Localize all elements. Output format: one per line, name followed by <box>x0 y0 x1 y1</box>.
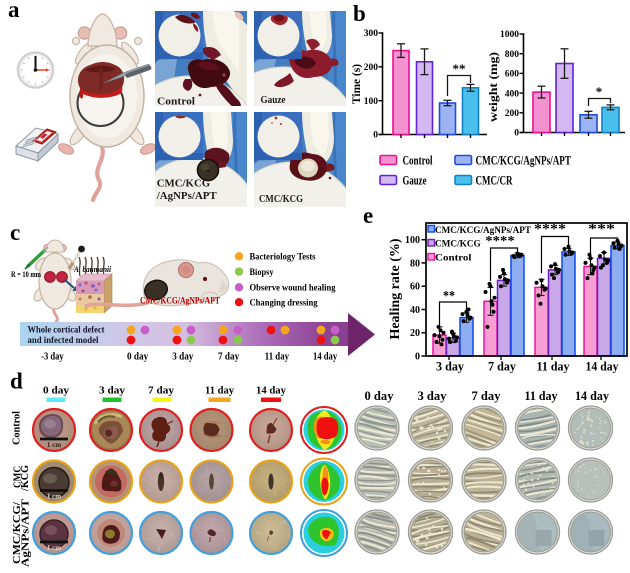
svg-text:Biopsy: Biopsy <box>250 268 274 278</box>
svg-text:Control: Control <box>157 96 195 108</box>
svg-text:Bacteriology Tests: Bacteriology Tests <box>250 253 316 263</box>
svg-text:weight (mg): weight (mg) <box>486 52 500 122</box>
svg-text:7 day: 7 day <box>472 389 502 403</box>
svg-text:0: 0 <box>373 131 378 141</box>
svg-text:3 day: 3 day <box>418 389 448 403</box>
svg-text:14 day: 14 day <box>313 352 337 363</box>
svg-text:Healing rate (%): Healing rate (%) <box>388 238 403 339</box>
svg-text:and infected model: and infected model <box>28 336 99 346</box>
svg-text:3 day: 3 day <box>99 385 126 397</box>
svg-text:0 day: 0 day <box>43 385 70 397</box>
svg-text:CMC/KCG/AgNPs/APT: CMC/KCG/AgNPs/APT <box>435 225 531 236</box>
svg-text:600: 600 <box>505 70 520 80</box>
svg-text:e: e <box>363 203 373 228</box>
svg-text:7 day: 7 day <box>488 360 517 374</box>
svg-text:CMC/KCG/: CMC/KCG/ <box>11 501 23 564</box>
svg-text:60: 60 <box>410 282 420 293</box>
svg-text:b: b <box>353 1 366 26</box>
svg-text:11 day: 11 day <box>265 352 289 363</box>
svg-text:****: **** <box>485 233 515 248</box>
svg-text:***: *** <box>588 221 615 236</box>
svg-text:AgNPs/APT: AgNPs/APT <box>20 498 32 567</box>
svg-text:CMC/KCG/AgNPs/APT: CMC/KCG/AgNPs/APT <box>140 297 221 307</box>
svg-text:**: ** <box>453 61 466 76</box>
svg-text:Control: Control <box>11 411 23 445</box>
svg-text:Gauze: Gauze <box>261 94 286 106</box>
svg-text:****: **** <box>534 221 566 236</box>
svg-text:100: 100 <box>405 235 420 246</box>
svg-text:CMC/KCG: CMC/KCG <box>259 193 303 205</box>
svg-text:200: 200 <box>364 63 379 73</box>
svg-text:200: 200 <box>505 109 520 119</box>
svg-text:40: 40 <box>410 305 420 316</box>
svg-text:CMC/CR: CMC/CR <box>476 173 513 188</box>
svg-text:14 day: 14 day <box>586 360 620 374</box>
svg-text:80: 80 <box>410 258 420 269</box>
svg-text:100: 100 <box>364 97 379 107</box>
svg-text:11 day: 11 day <box>205 385 234 397</box>
svg-text:Observe wound healing: Observe wound healing <box>250 284 336 294</box>
svg-text:Time (s): Time (s) <box>349 64 363 104</box>
svg-text:7 day: 7 day <box>148 385 175 397</box>
svg-text:CMC/KCG: CMC/KCG <box>157 178 211 190</box>
svg-text:0: 0 <box>514 129 519 139</box>
svg-text:3 day: 3 day <box>172 352 193 363</box>
svg-text:1 cm: 1 cm <box>47 441 61 449</box>
svg-text:/KCG: /KCG <box>19 465 31 492</box>
svg-text:1 cm: 1 cm <box>47 493 61 501</box>
svg-text:*: * <box>596 84 603 99</box>
svg-text:7 day: 7 day <box>218 352 239 363</box>
svg-text:c: c <box>10 220 20 245</box>
svg-text:0 day: 0 day <box>365 389 395 403</box>
svg-text:Control: Control <box>435 252 472 263</box>
svg-text:Gauze: Gauze <box>403 173 427 188</box>
svg-text:14 day: 14 day <box>256 385 286 397</box>
svg-text:/AgNPs/APT: /AgNPs/APT <box>156 190 218 202</box>
svg-text:800: 800 <box>505 50 520 60</box>
svg-text:3 day: 3 day <box>436 360 465 374</box>
svg-text:11 day: 11 day <box>537 360 571 374</box>
svg-text:CMC/KCG: CMC/KCG <box>435 239 481 250</box>
svg-text:d: d <box>10 369 23 394</box>
svg-text:R = 10 mm: R = 10 mm <box>11 270 41 279</box>
svg-text:**: ** <box>443 288 455 303</box>
svg-text:CMC/KCG/AgNPs/APT: CMC/KCG/AgNPs/APT <box>476 153 572 168</box>
svg-text:0 day: 0 day <box>127 352 148 363</box>
svg-text:a: a <box>8 0 20 22</box>
svg-text:A. baumanii: A. baumanii <box>73 264 111 274</box>
svg-text:CMC: CMC <box>12 466 24 488</box>
svg-text:0: 0 <box>415 352 420 363</box>
svg-text:400: 400 <box>505 89 520 99</box>
svg-text:-3 day: -3 day <box>41 352 64 363</box>
svg-text:11 day: 11 day <box>525 389 559 403</box>
svg-text:Whole cortical defect: Whole cortical defect <box>28 326 106 336</box>
svg-text:Control: Control <box>403 153 433 168</box>
svg-text:1000: 1000 <box>500 30 519 40</box>
svg-text:14 day: 14 day <box>575 389 610 403</box>
svg-text:Changing dressing: Changing dressing <box>250 298 318 308</box>
svg-text:1 cm: 1 cm <box>47 544 61 552</box>
svg-text:20: 20 <box>410 328 420 339</box>
svg-text:300: 300 <box>364 29 379 39</box>
